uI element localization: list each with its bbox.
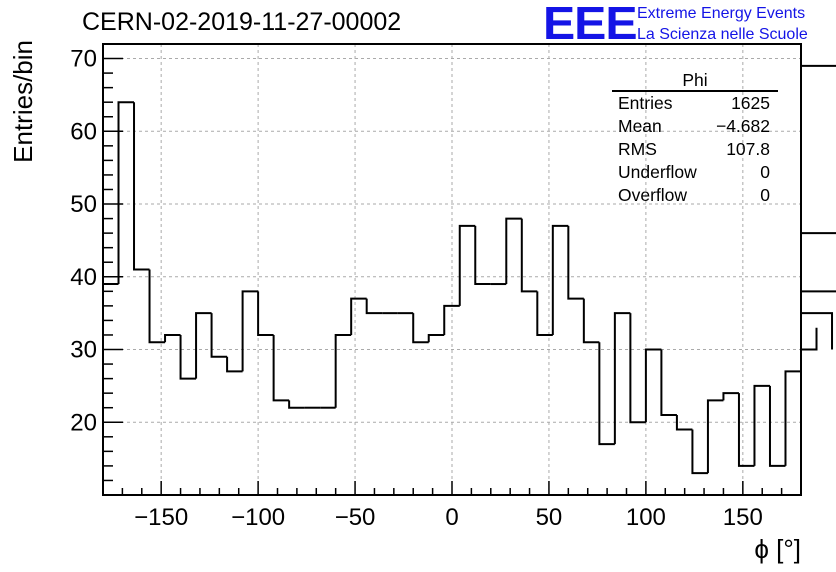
- stats-value: 0: [760, 162, 770, 182]
- histogram-bin: [117, 101, 135, 285]
- stats-value: 107.8: [726, 139, 770, 159]
- histogram-bin: [784, 370, 801, 466]
- histogram-bin: [288, 400, 305, 409]
- stats-label: Entries: [618, 93, 673, 113]
- histogram-bin: [210, 313, 228, 358]
- histogram-bin: [412, 313, 429, 344]
- logo-line-1: Extreme Energy Events: [637, 5, 806, 22]
- histogram-bin: [801, 290, 836, 293]
- histogram-bin: [737, 393, 755, 467]
- histogram-bin: [520, 218, 538, 293]
- histogram-bin: [257, 291, 274, 336]
- stats-value: −4.682: [715, 116, 770, 136]
- histogram-bin: [474, 225, 491, 286]
- histogram-bin: [768, 385, 786, 467]
- histogram-bin: [195, 312, 212, 379]
- y-tick-label: 40: [70, 264, 97, 291]
- y-tick-label: 70: [70, 46, 97, 73]
- x-tick-label: 100: [626, 504, 666, 531]
- stats-label: Overflow: [618, 185, 688, 205]
- histogram-bin: [753, 384, 770, 466]
- histogram-bin: [582, 298, 600, 344]
- histogram-bin: [629, 313, 646, 424]
- histogram-bin: [350, 297, 367, 335]
- histogram-bin: [241, 290, 259, 372]
- eee-logo: EEE: [543, 0, 638, 49]
- histogram-bin: [722, 392, 739, 401]
- y-tick-label: 50: [70, 191, 97, 218]
- histogram-bin: [133, 102, 150, 271]
- stats-label: RMS: [618, 139, 657, 159]
- histogram-bin: [164, 333, 181, 343]
- stats-label: Underflow: [618, 162, 697, 182]
- x-axis-label: ϕ [°]: [754, 534, 801, 564]
- histogram-bin: [427, 333, 445, 343]
- histogram-bin: [675, 414, 693, 431]
- histogram-bin: [148, 269, 166, 344]
- plot-title: CERN-02-2019-11-27-00002: [82, 8, 402, 36]
- histogram-bin: [272, 334, 290, 402]
- x-tick-label: −100: [231, 504, 285, 531]
- histogram-bin: [598, 342, 615, 446]
- histogram-bin: [801, 327, 818, 351]
- stats-value: 1625: [731, 93, 770, 113]
- histogram-bin: [644, 348, 662, 423]
- stats-row-overflow: Overflow 0: [612, 184, 778, 207]
- y-axis-label: Entries/bin: [8, 40, 38, 163]
- x-tick-label: 50: [536, 504, 563, 531]
- logo-caption: Extreme Energy Events La Scienza nelle S…: [637, 3, 808, 45]
- histogram-bin: [334, 333, 352, 408]
- histogram-bin: [660, 349, 677, 416]
- stats-row-mean: Mean −4.682: [612, 115, 778, 138]
- histogram-bin: [801, 64, 836, 67]
- histogram-bin: [801, 232, 836, 235]
- histogram-bin: [365, 298, 383, 315]
- histogram-bin: [458, 224, 476, 306]
- histogram-bin: [551, 224, 569, 335]
- histogram-bin: [801, 312, 834, 350]
- stats-row-underflow: Underflow 0: [612, 161, 778, 184]
- stats-box: Phi Entries 1625 Mean −4.682 RMS 107.8 U…: [612, 70, 778, 207]
- histogram-bin: [567, 225, 584, 300]
- stats-title: Phi: [612, 70, 778, 92]
- histogram-bin: [102, 283, 119, 495]
- histogram-bin: [505, 217, 522, 285]
- histogram-bin: [226, 356, 243, 373]
- y-tick-label: 60: [70, 118, 97, 145]
- stats-row-rms: RMS 107.8: [612, 138, 778, 161]
- stats-row-entries: Entries 1625: [612, 92, 778, 115]
- x-tick-label: 0: [445, 504, 458, 531]
- histogram-bin: [536, 291, 553, 336]
- y-tick-label: 20: [70, 409, 97, 436]
- histogram-bin: [691, 429, 708, 475]
- stats-label: Mean: [618, 116, 662, 136]
- histogram-bin: [613, 312, 631, 445]
- y-tick-label: 30: [70, 337, 97, 364]
- x-tick-label: 150: [723, 504, 763, 531]
- logo-line-2: La Scienza nelle Scuole: [637, 26, 808, 43]
- x-tick-label: −150: [134, 504, 188, 531]
- x-tick-label: −50: [335, 504, 376, 531]
- stats-value: 0: [760, 185, 770, 205]
- histogram-bin: [179, 334, 197, 380]
- histogram-bin: [706, 399, 724, 474]
- histogram-bin: [443, 304, 460, 335]
